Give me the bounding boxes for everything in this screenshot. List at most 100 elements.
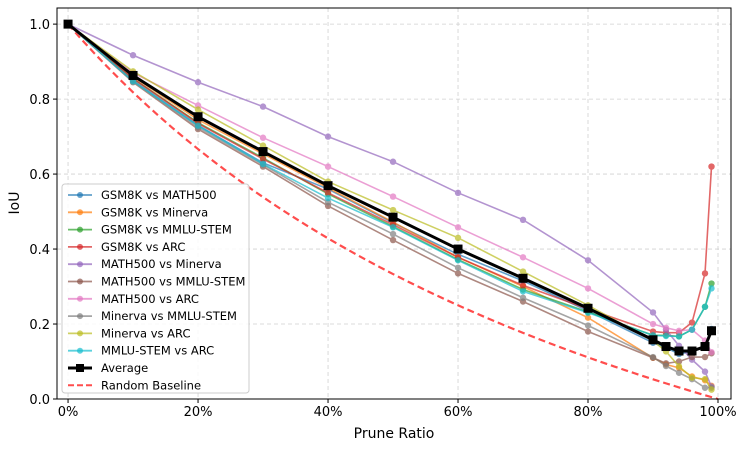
- data-point: [454, 234, 462, 242]
- legend-item: GSM8K vs MATH500: [68, 188, 217, 202]
- data-point: [453, 244, 463, 254]
- legend-item: Minerva vs ARC: [68, 326, 190, 340]
- data-point: [454, 264, 462, 271]
- data-point: [389, 236, 397, 244]
- data-point: [675, 369, 683, 376]
- data-point: [389, 230, 397, 238]
- data-point: [649, 309, 657, 316]
- legend-item: Minerva vs MMLU-STEM: [68, 309, 237, 323]
- legend-marker: [77, 278, 83, 285]
- data-point: [701, 384, 709, 391]
- data-point: [584, 322, 592, 329]
- legend-label: MMLU-STEM vs ARC: [101, 344, 214, 358]
- data-point: [259, 155, 267, 163]
- data-point: [700, 342, 710, 352]
- data-point: [708, 386, 715, 393]
- x-axis-label: Prune Ratio: [354, 426, 435, 442]
- data-point: [259, 134, 267, 141]
- x-tick-label: 80%: [574, 405, 603, 420]
- y-axis-label: IoU: [7, 192, 23, 215]
- data-point: [661, 342, 671, 352]
- legend-marker: [77, 243, 83, 250]
- x-axis: 0% 20% 40% 60% 80% 100%: [58, 399, 737, 420]
- data-point: [675, 333, 683, 340]
- data-point: [128, 70, 138, 80]
- data-point: [194, 79, 202, 86]
- legend-label: Random Baseline: [101, 378, 201, 392]
- data-point: [662, 332, 670, 340]
- data-point: [389, 193, 397, 200]
- data-point: [259, 103, 267, 110]
- legend-marker: [76, 364, 84, 372]
- x-tick-label: 0%: [58, 405, 79, 420]
- legend-marker: [77, 209, 83, 216]
- legend-label: Average: [101, 361, 148, 375]
- legend-label: MATH500 vs Minerva: [101, 257, 222, 271]
- data-point: [662, 362, 670, 370]
- data-point: [259, 160, 267, 168]
- data-point: [584, 314, 592, 321]
- data-point: [194, 122, 202, 129]
- legend-marker: [77, 330, 83, 337]
- data-point: [701, 368, 709, 375]
- data-point: [662, 324, 670, 331]
- legend-marker: [77, 261, 83, 268]
- data-point: [454, 224, 462, 231]
- data-point: [519, 288, 527, 295]
- data-point: [389, 224, 397, 231]
- legend-label: GSM8K vs ARC: [101, 240, 185, 254]
- data-point: [701, 375, 709, 383]
- legend-item: MATH500 vs Minerva: [68, 257, 222, 271]
- legend-label: GSM8K vs MMLU-STEM: [101, 223, 232, 237]
- legend-label: GSM8K vs MATH500: [101, 188, 217, 202]
- series-group: [63, 19, 717, 393]
- y-tick-label: 0.6: [29, 168, 50, 183]
- legend-item: GSM8K vs MMLU-STEM: [68, 223, 232, 237]
- data-point: [708, 280, 715, 287]
- data-point: [129, 52, 137, 59]
- data-point: [675, 327, 683, 334]
- data-point: [519, 254, 527, 261]
- data-point: [194, 106, 202, 113]
- random-baseline-line: [67, 23, 719, 401]
- legend-label: Minerva vs MMLU-STEM: [101, 309, 237, 323]
- y-tick-label: 0.0: [29, 393, 50, 408]
- data-point: [708, 163, 715, 170]
- legend-label: GSM8K vs Minerva: [101, 205, 208, 219]
- data-point: [649, 353, 657, 361]
- data-point: [518, 273, 528, 283]
- data-point: [388, 212, 398, 222]
- y-tick-label: 0.4: [29, 243, 50, 258]
- data-point: [688, 326, 696, 333]
- data-point: [324, 133, 332, 140]
- data-point: [584, 285, 592, 292]
- data-point: [648, 335, 658, 345]
- data-point: [519, 216, 527, 224]
- data-point: [701, 270, 709, 277]
- data-point: [389, 158, 397, 165]
- data-point: [708, 348, 715, 356]
- data-point: [323, 181, 333, 191]
- axes-frame: [56, 7, 732, 400]
- y-tick-label: 1.0: [29, 18, 50, 33]
- data-point: [324, 194, 332, 202]
- series-average: [63, 19, 717, 356]
- data-point: [675, 358, 683, 365]
- data-point: [389, 206, 397, 214]
- data-point: [454, 189, 462, 197]
- data-point: [519, 282, 527, 289]
- data-point: [675, 363, 683, 370]
- random-baseline-series: [67, 23, 719, 401]
- data-point: [688, 374, 696, 381]
- legend-marker: [77, 347, 83, 354]
- data-point: [583, 303, 593, 313]
- legend-item: GSM8K vs ARC: [68, 240, 185, 254]
- x-tick-label: 60%: [444, 405, 473, 420]
- legend-item: MATH500 vs ARC: [68, 292, 199, 306]
- data-point: [688, 319, 696, 326]
- x-tick-label: 100%: [699, 405, 736, 420]
- y-tick-label: 0.8: [29, 93, 50, 108]
- data-point: [519, 268, 527, 275]
- data-point: [701, 353, 709, 361]
